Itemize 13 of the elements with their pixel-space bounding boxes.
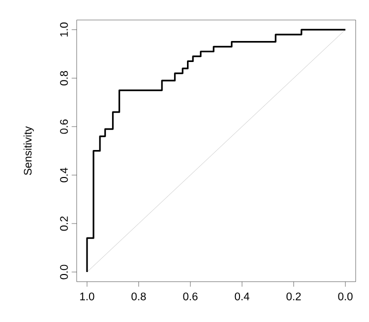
x-tick-label: 0.0 xyxy=(338,292,353,300)
x-tick-label: 0.8 xyxy=(132,292,146,300)
y-tick-label: 0.8 xyxy=(60,71,68,86)
x-tick-label: 0.6 xyxy=(183,292,198,300)
y-tick-label: 0.4 xyxy=(60,168,68,182)
y-tick-label: 0.6 xyxy=(60,119,68,134)
y-tick-label: 0.2 xyxy=(60,216,68,231)
y-tick-label: 1.0 xyxy=(60,22,68,36)
x-tick-label: 0.4 xyxy=(234,292,250,300)
x-tick-label: 0.2 xyxy=(286,292,301,300)
x-tick-label: 1.0 xyxy=(80,292,94,300)
y-tick-label: 0.0 xyxy=(60,264,68,280)
y-axis-title: Sensitivity xyxy=(24,126,34,176)
